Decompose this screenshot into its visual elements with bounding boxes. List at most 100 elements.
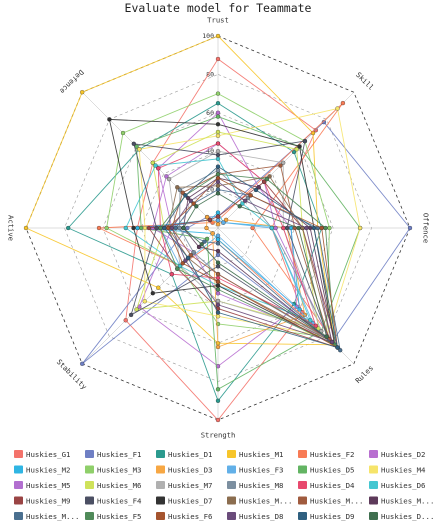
data-point [215, 283, 221, 288]
data-point [215, 210, 221, 215]
legend-label: Huskies_D9 [310, 512, 355, 521]
legend-item[interactable]: Huskies_M... [227, 496, 292, 506]
data-point [215, 214, 221, 219]
data-point [207, 217, 213, 223]
legend-item[interactable]: Huskies_M... [14, 512, 79, 521]
data-point [215, 183, 221, 188]
legend-item[interactable]: Huskies_M... [298, 496, 363, 506]
axis-label-rules: Rules [353, 363, 375, 385]
data-point [215, 417, 221, 423]
data-point [215, 91, 221, 96]
legend-swatch [14, 465, 23, 474]
data-point [204, 214, 210, 220]
data-point [146, 225, 152, 231]
legend-swatch [85, 512, 94, 520]
data-point [215, 398, 221, 403]
legend-item[interactable]: Huskies_D9 [298, 512, 355, 521]
data-point [215, 56, 221, 62]
legend-swatch [156, 496, 165, 505]
series [134, 129, 321, 331]
data-point [194, 204, 199, 209]
data-point [215, 252, 221, 258]
data-point [281, 160, 286, 165]
legend-swatch [14, 450, 23, 458]
legend-item[interactable]: Huskies_M2 [14, 465, 71, 475]
data-point [175, 185, 180, 190]
data-point [407, 225, 413, 231]
legend-item[interactable]: Huskies_M7 [156, 481, 213, 490]
legend-item[interactable]: Huskies_F6 [156, 512, 213, 521]
legend-item[interactable]: Huskies_M3 [85, 465, 142, 475]
legend-label: Huskies_F1 [97, 450, 142, 459]
legend-swatch [369, 512, 378, 520]
data-point [267, 174, 272, 179]
legend-item[interactable]: Huskies_D8 [227, 512, 284, 521]
data-point [199, 242, 204, 247]
legend-swatch [85, 450, 94, 458]
data-point [169, 272, 174, 277]
data-point [180, 190, 185, 195]
legend-item[interactable]: Huskies_D7 [156, 496, 213, 506]
legend-item[interactable]: Huskies_D3 [156, 465, 213, 475]
legend-label: Huskies_M... [310, 497, 363, 506]
data-point [215, 172, 221, 177]
legend-swatch [298, 450, 307, 458]
legend-item[interactable]: Huskies_F3 [227, 465, 284, 475]
data-point [215, 168, 221, 173]
legend-item[interactable]: Huskies_F2 [298, 450, 355, 459]
data-point [321, 119, 327, 125]
legend-item[interactable]: Huskies_F1 [85, 450, 142, 459]
legend-item[interactable]: Huskies_D2 [369, 450, 426, 459]
legend-item[interactable]: Huskies_M4 [369, 465, 426, 475]
series [169, 179, 335, 345]
legend-item[interactable]: Huskies_M6 [85, 481, 142, 490]
legend-item[interactable]: Huskies_F5 [85, 512, 142, 521]
data-point [319, 225, 324, 231]
data-point [256, 185, 261, 190]
data-point [123, 225, 128, 231]
data-point [215, 264, 221, 269]
data-point [183, 193, 188, 198]
data-point [291, 149, 297, 155]
legend-item[interactable]: Huskies_D1 [156, 450, 213, 459]
data-point [240, 201, 245, 206]
legend-swatch [369, 465, 378, 474]
axis-label-strength: Strength [201, 430, 236, 439]
legend-item[interactable]: Huskies_F4 [85, 496, 142, 506]
data-point [107, 117, 112, 122]
legend-item[interactable]: Huskies_M9 [14, 496, 71, 506]
data-point [150, 291, 155, 296]
data-point [180, 261, 185, 266]
data-point [269, 225, 274, 231]
legend-label: Huskies_F4 [97, 497, 142, 506]
data-point [253, 187, 259, 193]
legend-label: Huskies_D3 [168, 466, 213, 475]
data-point [278, 163, 283, 168]
data-point [158, 225, 163, 231]
legend-swatch [298, 481, 307, 489]
legend-label: Huskies_M5 [26, 481, 71, 490]
legend-swatch [14, 496, 23, 505]
legend-item[interactable]: Huskies_M8 [227, 481, 284, 490]
legend-item[interactable]: Huskies_M1 [227, 450, 284, 459]
legend-swatch [156, 481, 165, 489]
legend-swatch [85, 496, 94, 505]
legend-item[interactable]: Huskies_G1 [14, 450, 71, 459]
data-point [323, 225, 328, 231]
axis-spoke [82, 227, 219, 364]
data-point [204, 225, 209, 231]
legend-label: Huskies_M... [26, 512, 79, 521]
data-point [196, 244, 202, 250]
legend-item[interactable]: Huskies_D... [369, 512, 434, 521]
data-point [215, 33, 221, 39]
legend-item[interactable]: Huskies_D6 [369, 481, 426, 490]
legend-item[interactable]: Huskies_D5 [298, 465, 355, 475]
legend-item[interactable]: Huskies_M... [369, 496, 434, 506]
legend-swatch [298, 512, 307, 520]
data-point [327, 225, 332, 231]
series [162, 164, 340, 350]
legend-swatch [85, 465, 94, 474]
legend-item[interactable]: Huskies_D4 [298, 481, 355, 490]
legend-item[interactable]: Huskies_M5 [14, 481, 71, 490]
